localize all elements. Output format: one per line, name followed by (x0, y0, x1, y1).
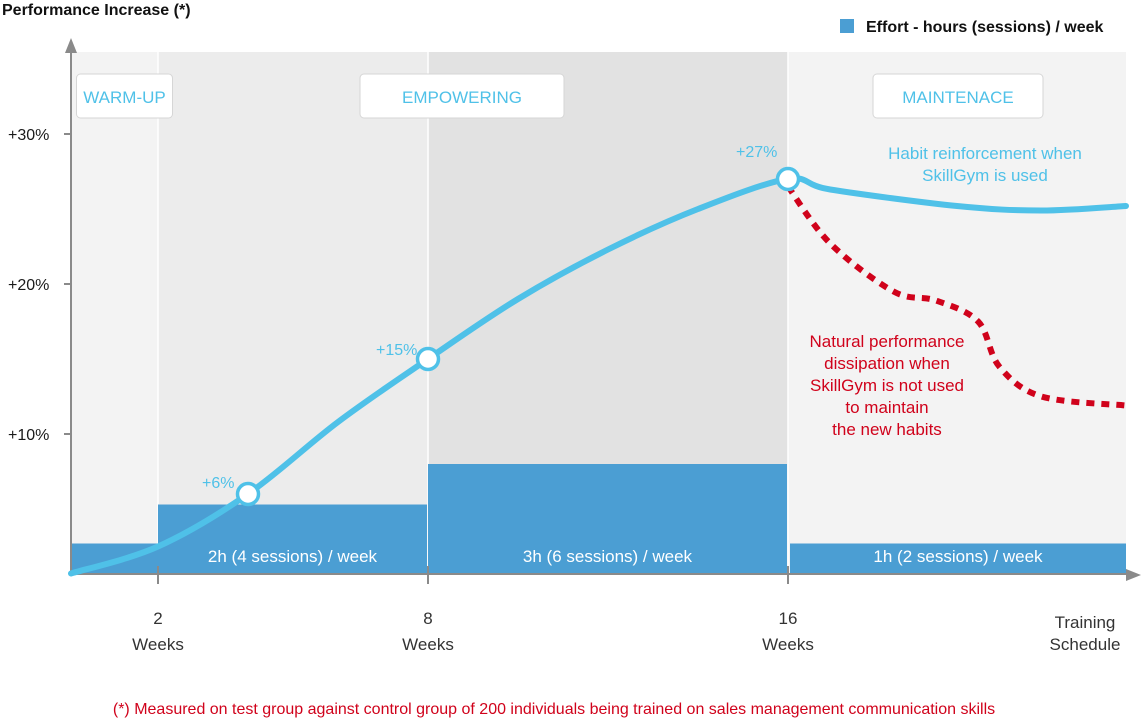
bg-warmup (71, 52, 158, 574)
x-axis-arrow (1126, 569, 1141, 581)
phase-label: MAINTENACE (902, 88, 1013, 107)
x-axis-label: Schedule (1050, 635, 1121, 654)
phase-label: EMPOWERING (402, 88, 522, 107)
x-tick-label: Weeks (762, 635, 814, 654)
y-tick-label: +20% (8, 277, 49, 294)
chart-title: Performance Increase (*) (2, 2, 191, 19)
x-tick-label: Weeks (402, 635, 454, 654)
habit-annotation: SkillGym is used (922, 166, 1048, 185)
dissipation-annotation: SkillGym is not used (810, 376, 964, 395)
effort-bars (71, 464, 1126, 574)
bg-maintenance (788, 52, 1126, 574)
phase-box (76, 73, 173, 119)
data-point-marker (775, 166, 801, 192)
phase-box (359, 73, 565, 119)
effort-bar (428, 464, 787, 574)
phase-backgrounds (71, 52, 1126, 574)
bg-empowering-a (158, 52, 428, 574)
x-axis-label: Training (1055, 613, 1116, 632)
legend-label: Effort - hours (sessions) / week (866, 19, 1103, 36)
data-point-label: +27% (736, 144, 777, 161)
x-tick-label: 2 (153, 609, 162, 628)
footnote: (*) Measured on test group against contr… (113, 701, 995, 718)
data-point-label: +15% (376, 342, 417, 359)
effort-bar (790, 543, 1126, 574)
effort-bar-label: 1h (2 sessions) / week (873, 547, 1043, 566)
legend-swatch (840, 19, 854, 33)
effort-bar-label: 3h (6 sessions) / week (523, 547, 693, 566)
dissipation-annotation: Natural performance (810, 332, 965, 351)
dissipation-annotation: dissipation when (824, 354, 950, 373)
phase-label: WARM-UP (83, 88, 165, 107)
y-tick-label: +30% (8, 127, 49, 144)
effort-bar (158, 504, 427, 574)
effort-bar-label: 2h (4 sessions) / week (208, 547, 378, 566)
y-tick-label: +10% (8, 427, 49, 444)
data-point-label: +6% (202, 475, 234, 492)
data-point-marker (415, 346, 441, 372)
chart-text: WARM-UP EMPOWERING MAINTENACE 2h (4 session… (2, 2, 1120, 718)
axes (64, 38, 1141, 584)
dissipation-annotation: to maintain (845, 398, 928, 417)
x-tick-label: Weeks (132, 635, 184, 654)
series (68, 166, 1129, 577)
x-tick-label: 16 (779, 609, 798, 628)
dissipation-annotation: the new habits (832, 420, 942, 439)
data-point-marker (235, 481, 261, 507)
y-axis-arrow (65, 38, 77, 53)
phase-box (872, 73, 1044, 119)
habit-annotation: Habit reinforcement when (888, 144, 1082, 163)
x-tick-label: 8 (423, 609, 432, 628)
